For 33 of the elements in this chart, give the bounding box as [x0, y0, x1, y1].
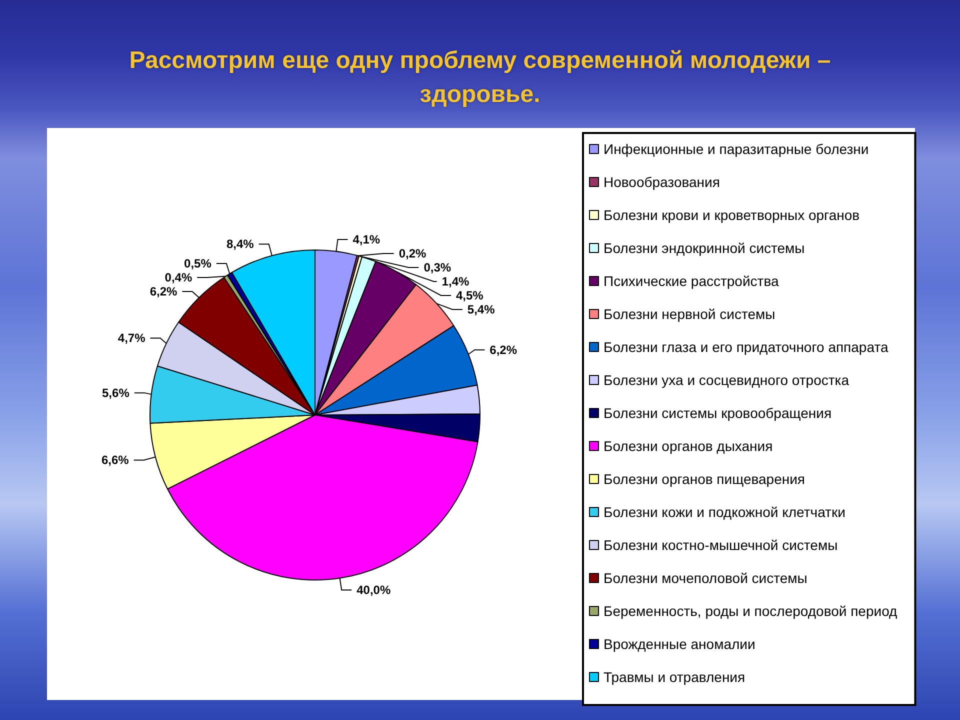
- chart-title: Рассмотрим еще одну проблему современной молодежи – здоровье.: [128, 46, 832, 110]
- data-label: 4,7%: [118, 331, 146, 346]
- legend-label: Болезни уха и сосцевидного отростка: [604, 372, 850, 388]
- data-label: 8,4%: [226, 237, 254, 252]
- legend-label: Болезни органов пищеварения: [604, 471, 805, 487]
- legend-label: Болезни нервной системы: [604, 306, 776, 322]
- legend-label: Болезни системы кровообращения: [604, 405, 832, 421]
- legend-label: Болезни кожи и подкожной клетчатки: [604, 504, 846, 520]
- legend-label: Болезни мочеполовой системы: [604, 570, 808, 586]
- legend-label: Болезни эндокринной системы: [604, 240, 805, 256]
- data-label: 4,1%: [352, 232, 380, 246]
- legend-label: Болезни крови и кроветворных органов: [604, 207, 860, 223]
- data-label: 0,2%: [398, 246, 427, 260]
- legend-label: Травмы и отравления: [604, 669, 746, 685]
- data-label: 6,6%: [101, 453, 130, 468]
- legend-label: Психические расстройства: [604, 273, 779, 289]
- legend-label: Болезни глаза и его придаточного аппарата: [604, 339, 888, 355]
- data-label: 40,0%: [356, 582, 391, 597]
- data-label: 0,4%: [164, 270, 192, 285]
- data-label: 1,4%: [442, 274, 470, 288]
- data-label: 0,5%: [184, 256, 212, 271]
- data-label: 5,4%: [467, 302, 496, 316]
- data-label: 5,6%: [102, 386, 130, 400]
- legend-label: Болезни органов дыхания: [604, 438, 773, 454]
- data-label: 4,5%: [456, 288, 484, 302]
- legend-label: Врожденные аномалии: [604, 636, 756, 652]
- legend-label: Инфекционные и паразитарные болезни: [604, 141, 869, 157]
- data-label: 6,2%: [490, 342, 518, 357]
- legend-label: Новообразования: [604, 174, 720, 190]
- data-label: 0,3%: [424, 260, 452, 274]
- data-label: 6,2%: [150, 284, 178, 299]
- legend-label: Беременность, роды и послеродовой период: [604, 603, 898, 619]
- legend-label: Болезни костно-мышечной системы: [604, 537, 838, 553]
